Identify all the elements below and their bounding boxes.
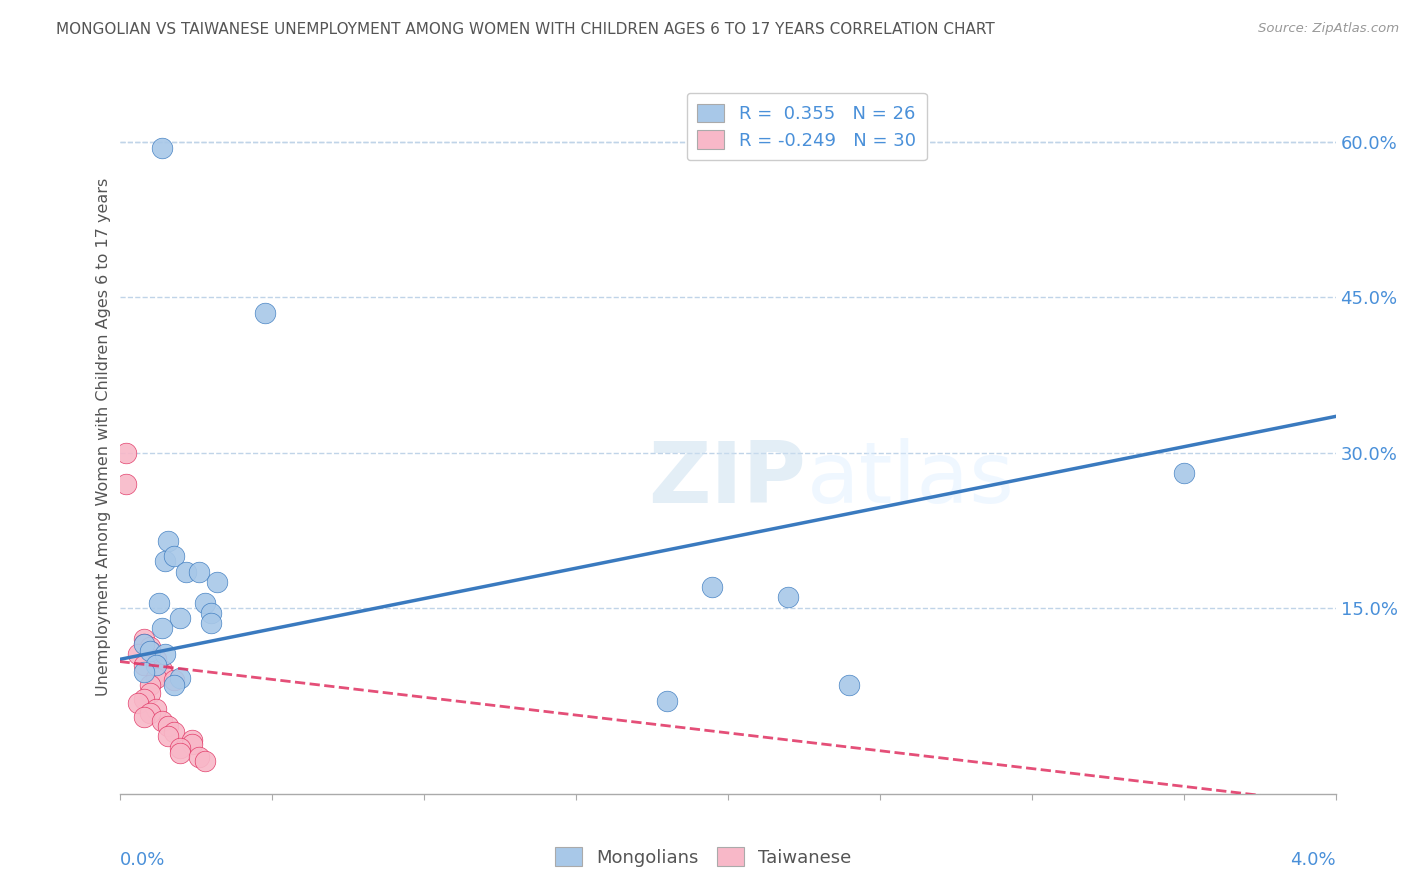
Point [139, 706, 162, 721]
Point [655, 694, 678, 708]
Point [139, 685, 162, 699]
Point [139, 644, 162, 658]
Point [181, 733, 204, 747]
Point [157, 718, 180, 732]
Point [181, 737, 204, 751]
Point [132, 691, 155, 706]
Point [139, 678, 162, 692]
Point [150, 140, 173, 154]
Point [205, 574, 228, 589]
Point [132, 665, 155, 679]
Point [145, 671, 167, 685]
Point [145, 652, 167, 666]
Point [132, 637, 155, 651]
Text: ZIP: ZIP [648, 438, 806, 522]
Point [127, 647, 149, 661]
Point [150, 714, 173, 729]
Point [163, 678, 186, 692]
Point [702, 580, 724, 594]
Point [157, 729, 180, 743]
Point [176, 565, 198, 579]
Text: atlas: atlas [807, 438, 1015, 522]
Point [194, 596, 217, 610]
Point [254, 306, 277, 320]
Point [132, 637, 155, 651]
Point [200, 606, 222, 620]
Point [132, 632, 155, 646]
Point [194, 754, 217, 768]
Point [127, 696, 149, 710]
Point [150, 621, 173, 635]
Point [187, 749, 209, 764]
Point [778, 591, 800, 605]
Point [163, 724, 186, 739]
Legend: Mongolians, Taiwanese: Mongolians, Taiwanese [547, 840, 859, 874]
Point [157, 533, 180, 548]
Point [187, 565, 209, 579]
Point [145, 657, 167, 672]
Point [114, 476, 136, 491]
Point [132, 710, 155, 724]
Point [163, 549, 186, 563]
Point [169, 741, 191, 756]
Point [153, 554, 176, 568]
Point [169, 611, 191, 625]
Point [145, 702, 167, 716]
Text: 4.0%: 4.0% [1291, 851, 1336, 869]
Point [139, 640, 162, 654]
Point [114, 445, 136, 459]
Point [148, 596, 170, 610]
Text: 0.0%: 0.0% [120, 851, 165, 869]
Point [200, 616, 222, 631]
Point [163, 673, 186, 687]
Point [169, 746, 191, 760]
Y-axis label: Unemployment Among Women with Children Ages 6 to 17 years: Unemployment Among Women with Children A… [96, 178, 111, 696]
Point [169, 671, 191, 685]
Point [838, 678, 860, 692]
Point [139, 644, 162, 658]
Point [150, 667, 173, 681]
Text: MONGOLIAN VS TAIWANESE UNEMPLOYMENT AMONG WOMEN WITH CHILDREN AGES 6 TO 17 YEARS: MONGOLIAN VS TAIWANESE UNEMPLOYMENT AMON… [56, 22, 995, 37]
Point [150, 663, 173, 677]
Text: Source: ZipAtlas.com: Source: ZipAtlas.com [1258, 22, 1399, 36]
Point [153, 647, 176, 661]
Legend: R =  0.355   N = 26, R = -0.249   N = 30: R = 0.355 N = 26, R = -0.249 N = 30 [686, 93, 927, 161]
Point [1173, 467, 1195, 481]
Point [132, 657, 155, 672]
